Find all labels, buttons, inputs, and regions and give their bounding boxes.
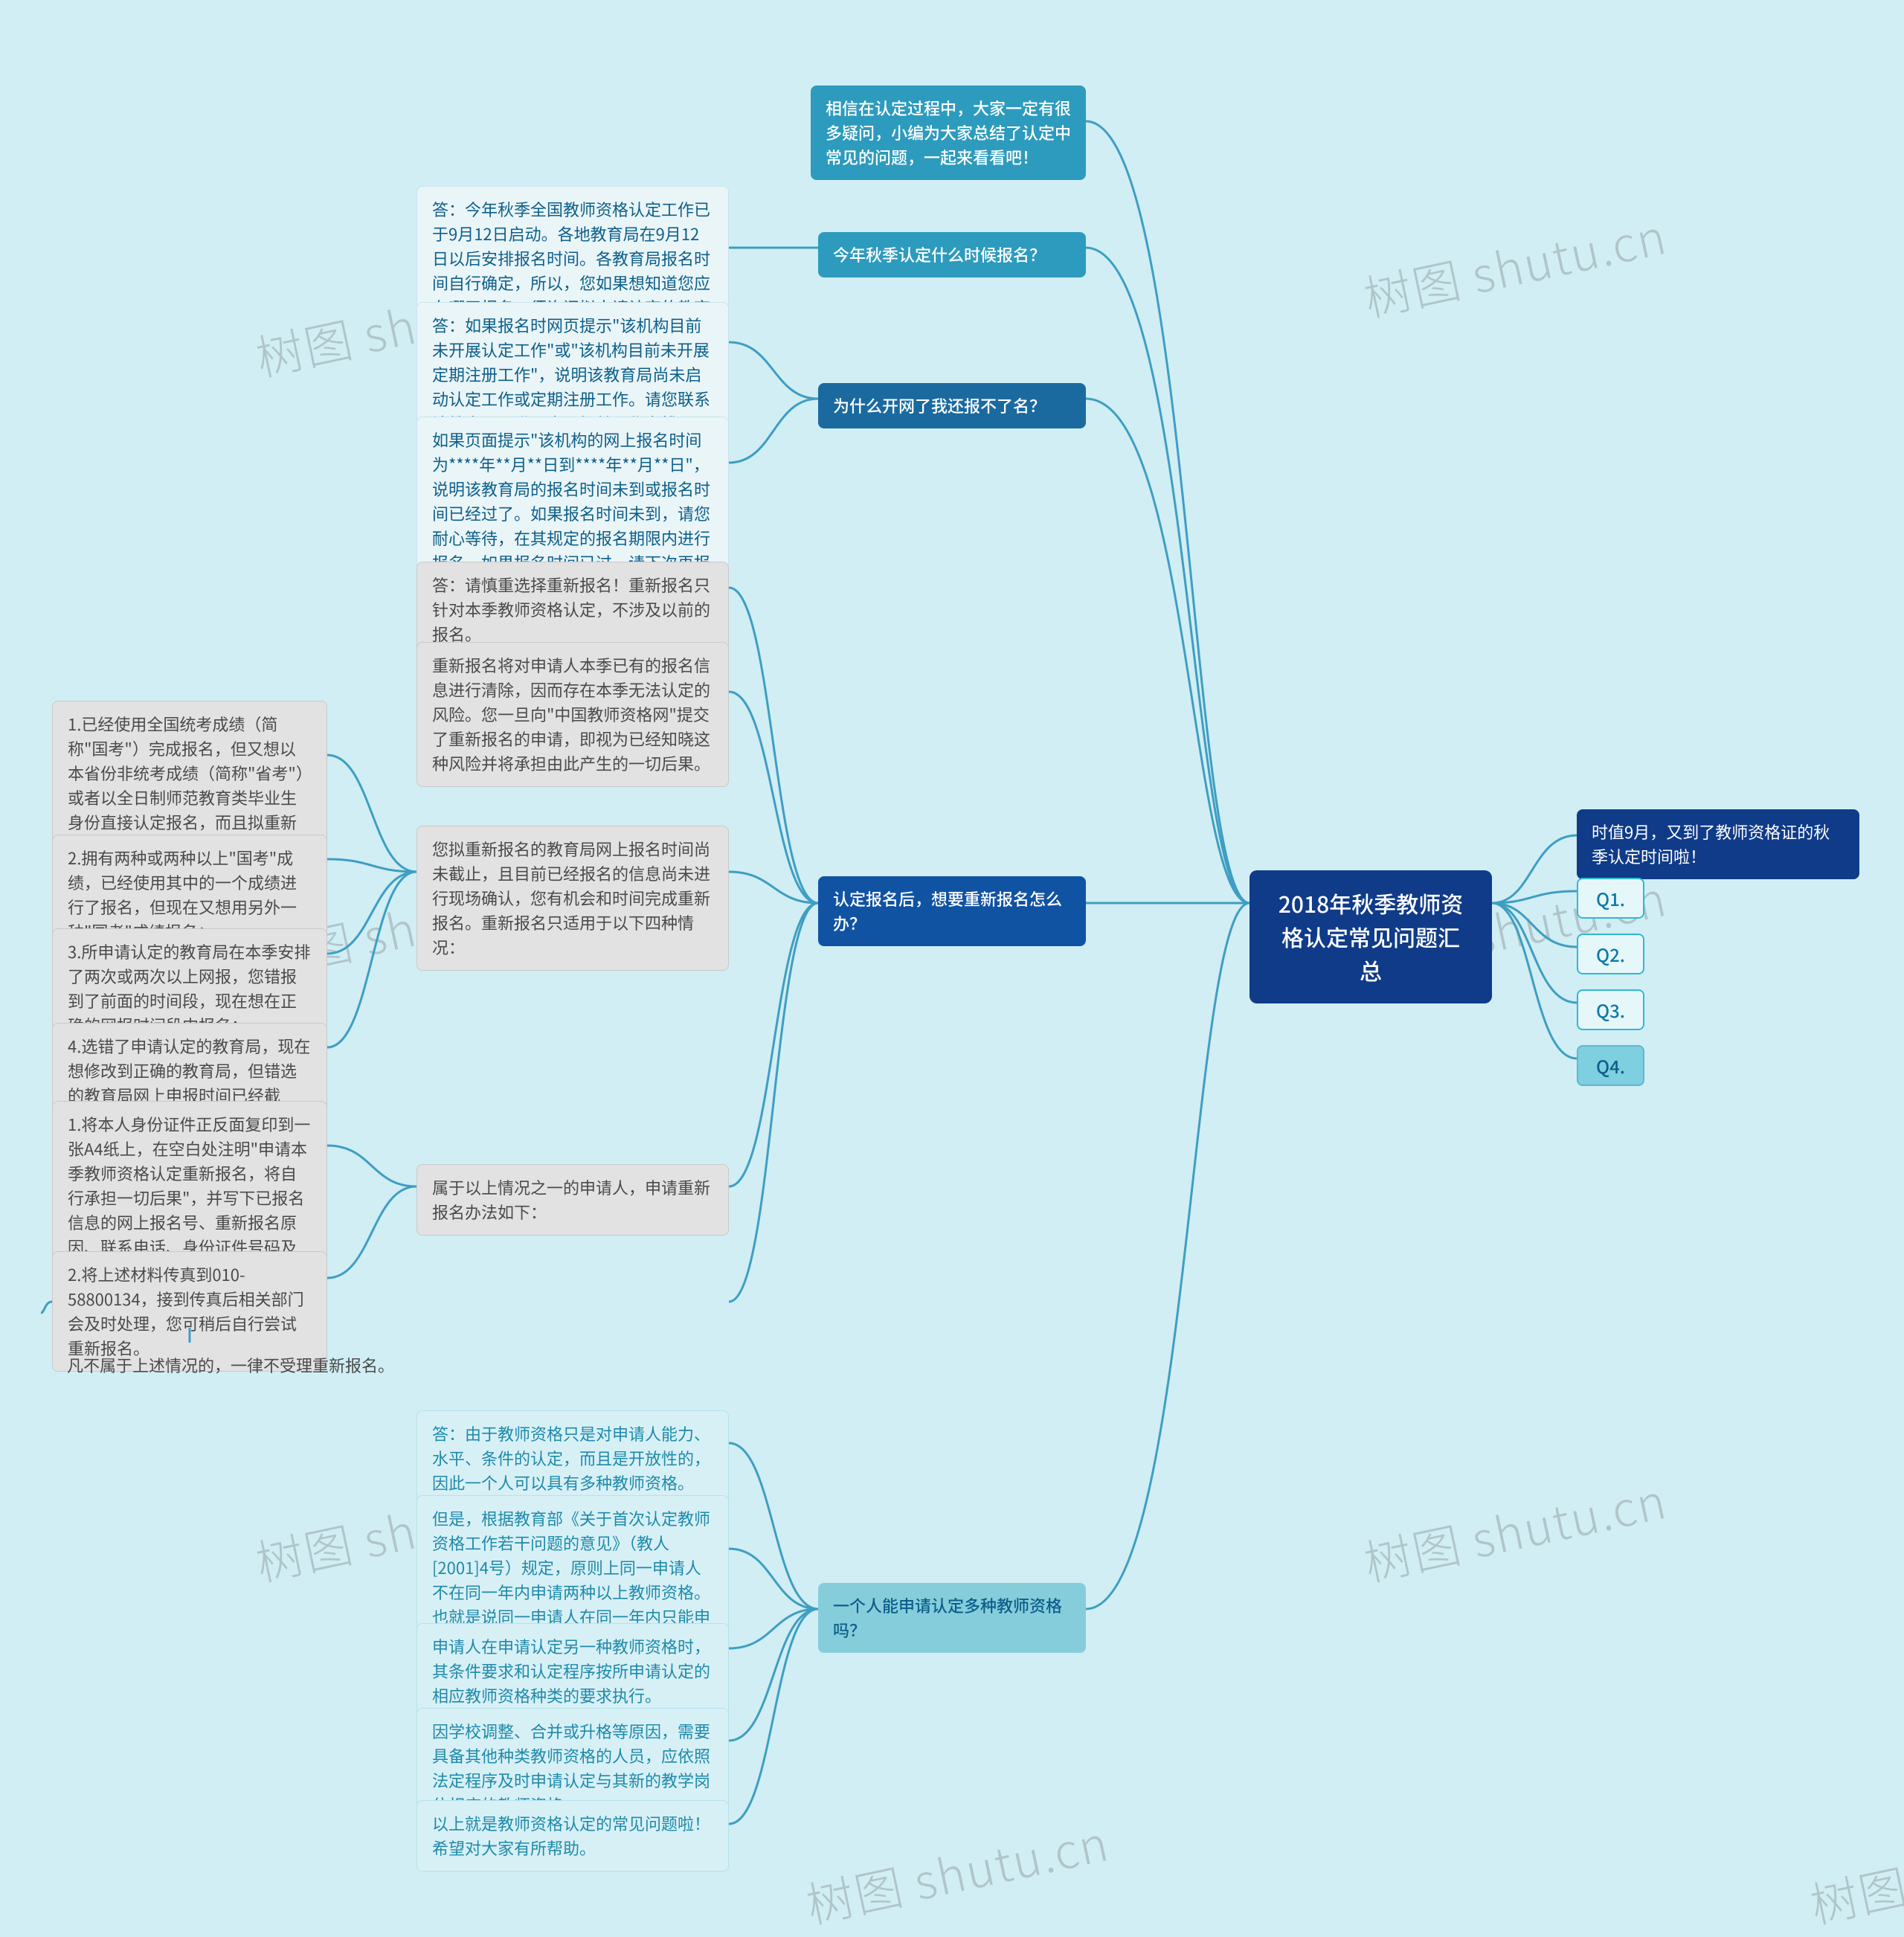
q4-a5: 以上就是教师资格认定的常见问题啦！希望对大家有所帮助。 — [416, 1800, 729, 1872]
q3-title: 认定报名后，想要重新报名怎么办？ — [818, 876, 1086, 946]
q3-cases-intro: 您拟重新报名的教育局网上报名时间尚未截止，且目前已经报名的信息尚未进行现场确认，… — [416, 826, 729, 971]
q3-chip[interactable]: Q3. — [1577, 989, 1644, 1030]
q4-chip[interactable]: Q4. — [1577, 1045, 1644, 1086]
watermark: 树图 shutu.cn — [1804, 1806, 1904, 1937]
q1-chip[interactable]: Q1. — [1577, 878, 1644, 919]
q2-chip[interactable]: Q2. — [1577, 934, 1644, 974]
intro-note: 相信在认定过程中，大家一定有很多疑问，小编为大家总结了认定中常见的问题，一起来看… — [811, 86, 1086, 180]
watermark: 树图 shutu.cn — [800, 1806, 1115, 1937]
q4-a1: 答：由于教师资格只是对申请人能力、水平、条件的认定，而且是开放性的，因此一个人可… — [416, 1410, 729, 1506]
side-intro: 时值9月，又到了教师资格证的秋季认定时间啦！ — [1577, 809, 1859, 879]
q2-title: 为什么开网了我还报不了名？ — [818, 383, 1086, 428]
q4-title: 一个人能申请认定多种教师资格吗？ — [818, 1583, 1086, 1653]
watermark: 树图 shutu.cn — [1357, 1464, 1673, 1595]
q3-else: 凡不属于上述情况的，一律不受理重新报名。 — [52, 1343, 409, 1388]
q1-title: 今年秋季认定什么时候报名？ — [818, 232, 1086, 277]
q4-a3: 申请人在申请认定另一种教师资格时，其条件要求和认定程序按所申请认定的相应教师资格… — [416, 1623, 729, 1719]
q3-howto-intro: 属于以上情况之一的申请人，申请重新报名办法如下： — [416, 1164, 729, 1236]
root-node: 2018年秋季教师资格认定常见问题汇总 — [1250, 870, 1492, 1003]
q3-a2: 重新报名将对申请人本季已有的报名信息进行清除，因而存在本季无法认定的风险。您一旦… — [416, 642, 729, 787]
watermark: 树图 shutu.cn — [1357, 199, 1673, 330]
